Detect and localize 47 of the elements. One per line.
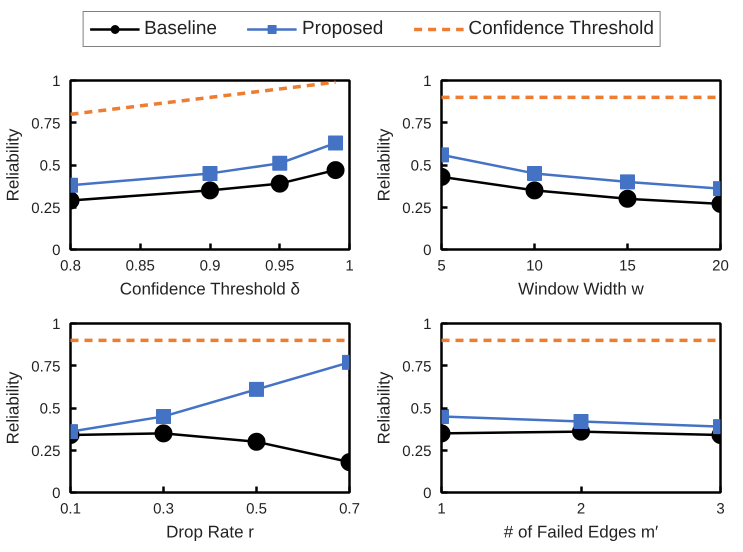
y-tick-label: 0.5 — [40, 400, 61, 418]
y-tick-label: 0.75 — [402, 115, 432, 132]
x-tick-label: 0.95 — [265, 258, 294, 274]
x-tick-label: 0.5 — [246, 500, 267, 518]
x-tick-label: 0.7 — [339, 500, 360, 518]
x-axis-title: # of Failed Edges m′ — [504, 522, 658, 542]
y-tick-label: 1 — [52, 73, 60, 90]
legend-label: Confidence Threshold — [468, 18, 654, 40]
x-tick-label: 2 — [576, 500, 586, 518]
x-tick-label: 10 — [526, 258, 543, 274]
y-tick-label: 0.25 — [31, 200, 61, 217]
x-tick-label: 0.8 — [60, 258, 81, 274]
x-tick-label: 0.1 — [60, 500, 81, 518]
y-tick-label: 0.75 — [31, 115, 61, 132]
x-tick-label: 3 — [716, 500, 725, 518]
y-tick-label: 0 — [423, 242, 432, 259]
x-axis-title: Confidence Threshold δ — [120, 280, 300, 298]
legend-label: Proposed — [302, 18, 384, 40]
x-axis-title: Window Width w — [518, 280, 645, 298]
y-axis-title: Reliability — [374, 128, 394, 202]
y-tick-label: 0 — [52, 242, 60, 259]
x-tick-label: 1 — [437, 500, 446, 518]
legend-label: Baseline — [144, 18, 217, 40]
y-axis-title: Reliability — [3, 128, 22, 202]
x-tick-label: 15 — [619, 258, 636, 274]
x-tick-label: 5 — [437, 258, 446, 274]
x-tick-label: 0.9 — [200, 258, 220, 274]
y-axis-title: Reliability — [3, 371, 22, 444]
y-tick-label: 0.25 — [402, 442, 432, 460]
x-tick-label: 20 — [712, 258, 729, 274]
y-tick-label: 1 — [423, 73, 432, 90]
x-axis-title: Drop Rate r — [166, 522, 254, 542]
x-tick-label: 0.85 — [126, 258, 155, 274]
x-tick-label: 0.3 — [153, 500, 174, 518]
x-tick-label: 1 — [345, 258, 354, 274]
y-axis-title: Reliability — [374, 371, 394, 444]
y-tick-label: 0 — [52, 485, 60, 502]
y-tick-label: 1 — [423, 316, 432, 333]
y-tick-label: 0.25 — [31, 442, 61, 460]
y-tick-label: 0.5 — [40, 158, 61, 174]
y-tick-label: 0 — [423, 485, 432, 502]
y-tick-label: 0.5 — [410, 158, 432, 174]
y-tick-label: 1 — [52, 316, 60, 333]
y-tick-label: 0.75 — [402, 358, 432, 376]
y-tick-label: 0.25 — [402, 200, 432, 217]
y-tick-label: 0.75 — [31, 358, 61, 376]
y-tick-label: 0.5 — [410, 400, 432, 418]
